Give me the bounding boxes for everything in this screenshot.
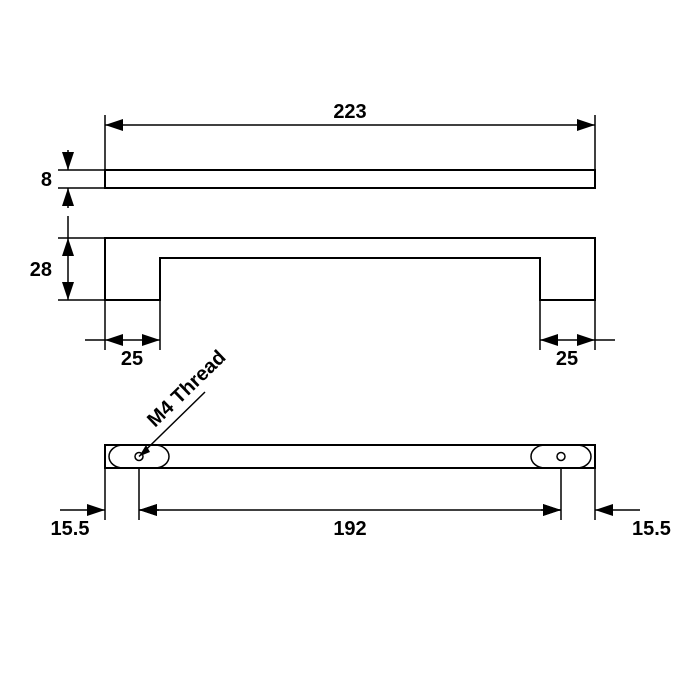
dim-192: 192 — [333, 518, 366, 540]
dim-15-5-left: 15.5 — [51, 518, 90, 540]
dim-223: 223 — [333, 101, 366, 123]
bottom-view-bar — [105, 445, 595, 468]
dim-8: 8 — [41, 169, 52, 191]
front-view-handle — [105, 238, 595, 300]
hole-right — [557, 453, 565, 461]
thread-label: M4 Thread — [143, 346, 230, 431]
dim-25-left: 25 — [121, 348, 143, 370]
top-view-bar — [105, 170, 595, 188]
dim-28: 28 — [30, 259, 52, 281]
dim-15-5-right: 15.5 — [632, 518, 671, 540]
technical-drawing: 223 8 28 25 25 M4 Thread 192 15.5 — [0, 0, 700, 700]
dim-25-right: 25 — [556, 348, 578, 370]
